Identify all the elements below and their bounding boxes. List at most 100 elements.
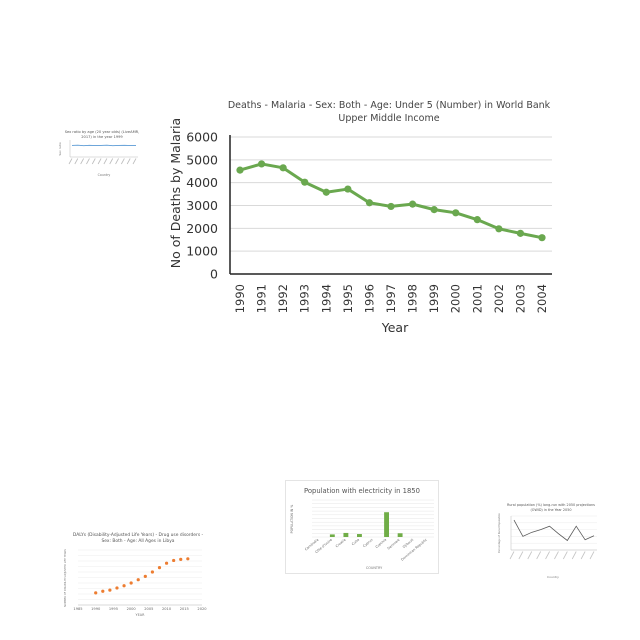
x-tick-label: Denmark bbox=[387, 538, 401, 551]
x-axis-title: YEAR bbox=[136, 613, 146, 617]
y-tick-label: 6000 bbox=[186, 130, 218, 145]
bar bbox=[397, 533, 403, 537]
x-tick-label: 2002 bbox=[492, 284, 506, 313]
x-tick-label: 2005 bbox=[144, 607, 153, 611]
data-point bbox=[365, 199, 374, 207]
chart-title: Deaths - Malaria - Sex: Both - Age: Unde… bbox=[228, 100, 551, 111]
chart-title: Sex: Both - Age: All Ages in Libya bbox=[102, 538, 175, 544]
data-point bbox=[108, 588, 112, 592]
data-point bbox=[473, 216, 481, 224]
data-point bbox=[115, 586, 119, 590]
data-point bbox=[94, 591, 98, 595]
chart-electricity: Population with electricity in 1850Cambo… bbox=[290, 487, 434, 570]
x-tick-label: 1990 bbox=[91, 607, 101, 611]
data-point bbox=[322, 188, 330, 196]
x-tick-label: Czechia bbox=[375, 538, 387, 549]
data-point bbox=[301, 178, 309, 186]
x-tick-label: Cyprus bbox=[362, 538, 374, 549]
y-tick-label: 5000 bbox=[186, 152, 218, 167]
chart-title: DALYs (Disability-Adjusted Life Years) -… bbox=[73, 532, 204, 538]
data-point bbox=[186, 557, 190, 561]
chart-title: Upper Middle Income bbox=[338, 113, 439, 124]
series-line bbox=[513, 519, 595, 542]
y-tick-label: 3000 bbox=[186, 198, 218, 213]
x-tick-label bbox=[545, 551, 550, 560]
chart-title: 2017) in the year 1999 bbox=[81, 135, 123, 139]
x-axis-title: COUNTRY bbox=[366, 566, 383, 570]
data-point bbox=[257, 160, 266, 168]
x-tick-label bbox=[91, 158, 96, 165]
y-tick-label: 2000 bbox=[186, 221, 218, 236]
x-tick-label bbox=[571, 551, 577, 560]
x-axis-title: Year bbox=[381, 320, 409, 335]
x-tick-label bbox=[126, 158, 131, 165]
x-tick-label bbox=[132, 158, 137, 165]
data-point bbox=[136, 578, 140, 582]
bar bbox=[343, 532, 349, 537]
chart-title: Population with electricity in 1850 bbox=[304, 487, 420, 495]
data-point bbox=[236, 166, 244, 174]
data-point bbox=[172, 558, 176, 563]
data-point bbox=[516, 229, 525, 237]
x-tick-label: 2000 bbox=[449, 284, 463, 313]
x-tick-label: 1998 bbox=[406, 284, 420, 313]
x-tick-label: 1995 bbox=[109, 607, 118, 611]
chart-sex-ratio: Sex ratio by age (20 year olds) (LiveAMR… bbox=[58, 130, 139, 177]
x-tick-label: Croatia bbox=[335, 538, 347, 549]
x-tick-label bbox=[121, 158, 125, 165]
data-point bbox=[150, 570, 154, 574]
x-tick-label: 1985 bbox=[73, 607, 82, 611]
x-tick-label bbox=[536, 551, 542, 560]
x-tick-label bbox=[103, 158, 108, 165]
chart-title: Rural population (%) long-run with 2050 … bbox=[507, 503, 595, 507]
x-tick-label bbox=[562, 551, 568, 560]
x-tick-label: 1991 bbox=[255, 284, 269, 313]
chart-panel-rural-pop: Rural population (%) long-run with 2050 … bbox=[493, 500, 603, 582]
x-tick-label bbox=[527, 551, 533, 560]
data-point bbox=[344, 185, 352, 193]
x-tick-label: 1992 bbox=[276, 284, 290, 313]
x-tick-label: 1996 bbox=[362, 284, 376, 313]
x-tick-label bbox=[115, 158, 119, 165]
chart-panel-sex-ratio: Sex ratio by age (20 year olds) (LiveAMR… bbox=[56, 128, 142, 180]
data-point bbox=[164, 561, 169, 565]
x-tick-label: 2001 bbox=[470, 284, 484, 313]
data-point bbox=[387, 202, 395, 211]
x-axis-title: Country bbox=[547, 575, 559, 579]
y-tick-label: 1000 bbox=[186, 244, 218, 259]
x-tick-label bbox=[74, 158, 79, 165]
bar bbox=[357, 534, 362, 537]
y-axis-title: No of Deaths by Malaria bbox=[168, 118, 183, 268]
x-tick-label bbox=[109, 158, 114, 165]
chart-panel-malaria: Deaths - Malaria - Sex: Both - Age: Unde… bbox=[165, 95, 565, 345]
y-tick-label: 0 bbox=[210, 267, 218, 282]
y-axis-title: Percentage of Rural Population bbox=[497, 513, 501, 553]
data-point bbox=[279, 164, 287, 172]
x-tick-label: Dominican Republic bbox=[400, 538, 428, 562]
data-point bbox=[179, 557, 183, 561]
x-tick-label bbox=[86, 158, 90, 165]
data-point bbox=[538, 234, 546, 242]
x-tick-label: 2010 bbox=[162, 607, 172, 611]
x-tick-label: 1999 bbox=[427, 284, 441, 313]
data-point bbox=[430, 206, 438, 214]
y-axis-title: POPULATION IN % bbox=[290, 505, 294, 534]
x-tick-label bbox=[589, 551, 595, 560]
x-tick-label: 2015 bbox=[180, 607, 189, 611]
x-tick-label: 2000 bbox=[127, 607, 137, 611]
x-tick-label: Cuba bbox=[351, 538, 360, 547]
data-point bbox=[129, 581, 133, 585]
x-tick-label bbox=[580, 551, 586, 560]
x-tick-label: Djibouti bbox=[402, 538, 414, 549]
data-point bbox=[408, 200, 417, 208]
x-tick-label: 1990 bbox=[233, 284, 247, 313]
y-tick-label: 4000 bbox=[186, 175, 218, 190]
data-point bbox=[452, 209, 460, 217]
x-tick-label: 1997 bbox=[384, 284, 398, 313]
bar bbox=[329, 534, 335, 537]
x-tick-label bbox=[509, 551, 515, 560]
x-tick-label bbox=[80, 158, 84, 165]
chart-dalys: DALYs (Disability-Adjusted Life Years) -… bbox=[63, 532, 207, 617]
y-axis-title: NUMBER OF DISABILITY-ADJUSTED LIFE YEARS bbox=[63, 549, 67, 607]
chart-title: (OWID) in the Year 2050 bbox=[530, 508, 571, 512]
